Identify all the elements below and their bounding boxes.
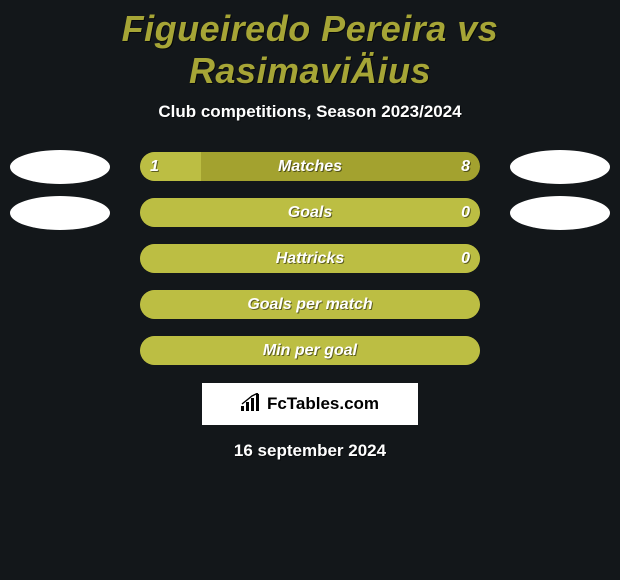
- bar-outer: Matches1 8: [140, 152, 480, 181]
- player-right-ellipse: [510, 196, 610, 230]
- bar-value-left: 1: [150, 152, 159, 181]
- bar-label: Goals: [140, 198, 480, 227]
- bar-row: Goals0: [0, 198, 620, 227]
- bar-row: Matches1 8: [0, 152, 620, 181]
- bar-row: Goals per match: [0, 290, 620, 319]
- logo-icon: [241, 393, 263, 416]
- bar-outer: Goals per match: [140, 290, 480, 319]
- bar-outer: Goals0: [140, 198, 480, 227]
- logo-text: FcTables.com: [267, 394, 379, 414]
- player-left-ellipse: [10, 150, 110, 184]
- bar-label: Min per goal: [140, 336, 480, 365]
- bar-label: Matches: [140, 152, 480, 181]
- container: Figueiredo Pereira vs RasimaviÄius Club …: [0, 0, 620, 580]
- subtitle: Club competitions, Season 2023/2024: [0, 102, 620, 122]
- bar-value-right: 8: [461, 152, 470, 181]
- bar-label: Goals per match: [140, 290, 480, 319]
- logo-box: FcTables.com: [202, 383, 418, 425]
- bar-value-right: 0: [461, 244, 470, 273]
- bar-value-right: 0: [461, 198, 470, 227]
- player-left-ellipse: [10, 196, 110, 230]
- bar-row: Hattricks0: [0, 244, 620, 273]
- bar-outer: Min per goal: [140, 336, 480, 365]
- date-line: 16 september 2024: [0, 441, 620, 461]
- bar-row: Min per goal: [0, 336, 620, 365]
- player-right-ellipse: [510, 150, 610, 184]
- title: Figueiredo Pereira vs RasimaviÄius: [0, 0, 620, 92]
- bar-label: Hattricks: [140, 244, 480, 273]
- bar-outer: Hattricks0: [140, 244, 480, 273]
- bars-area: Matches18Goals0Hattricks0Goals per match…: [0, 152, 620, 365]
